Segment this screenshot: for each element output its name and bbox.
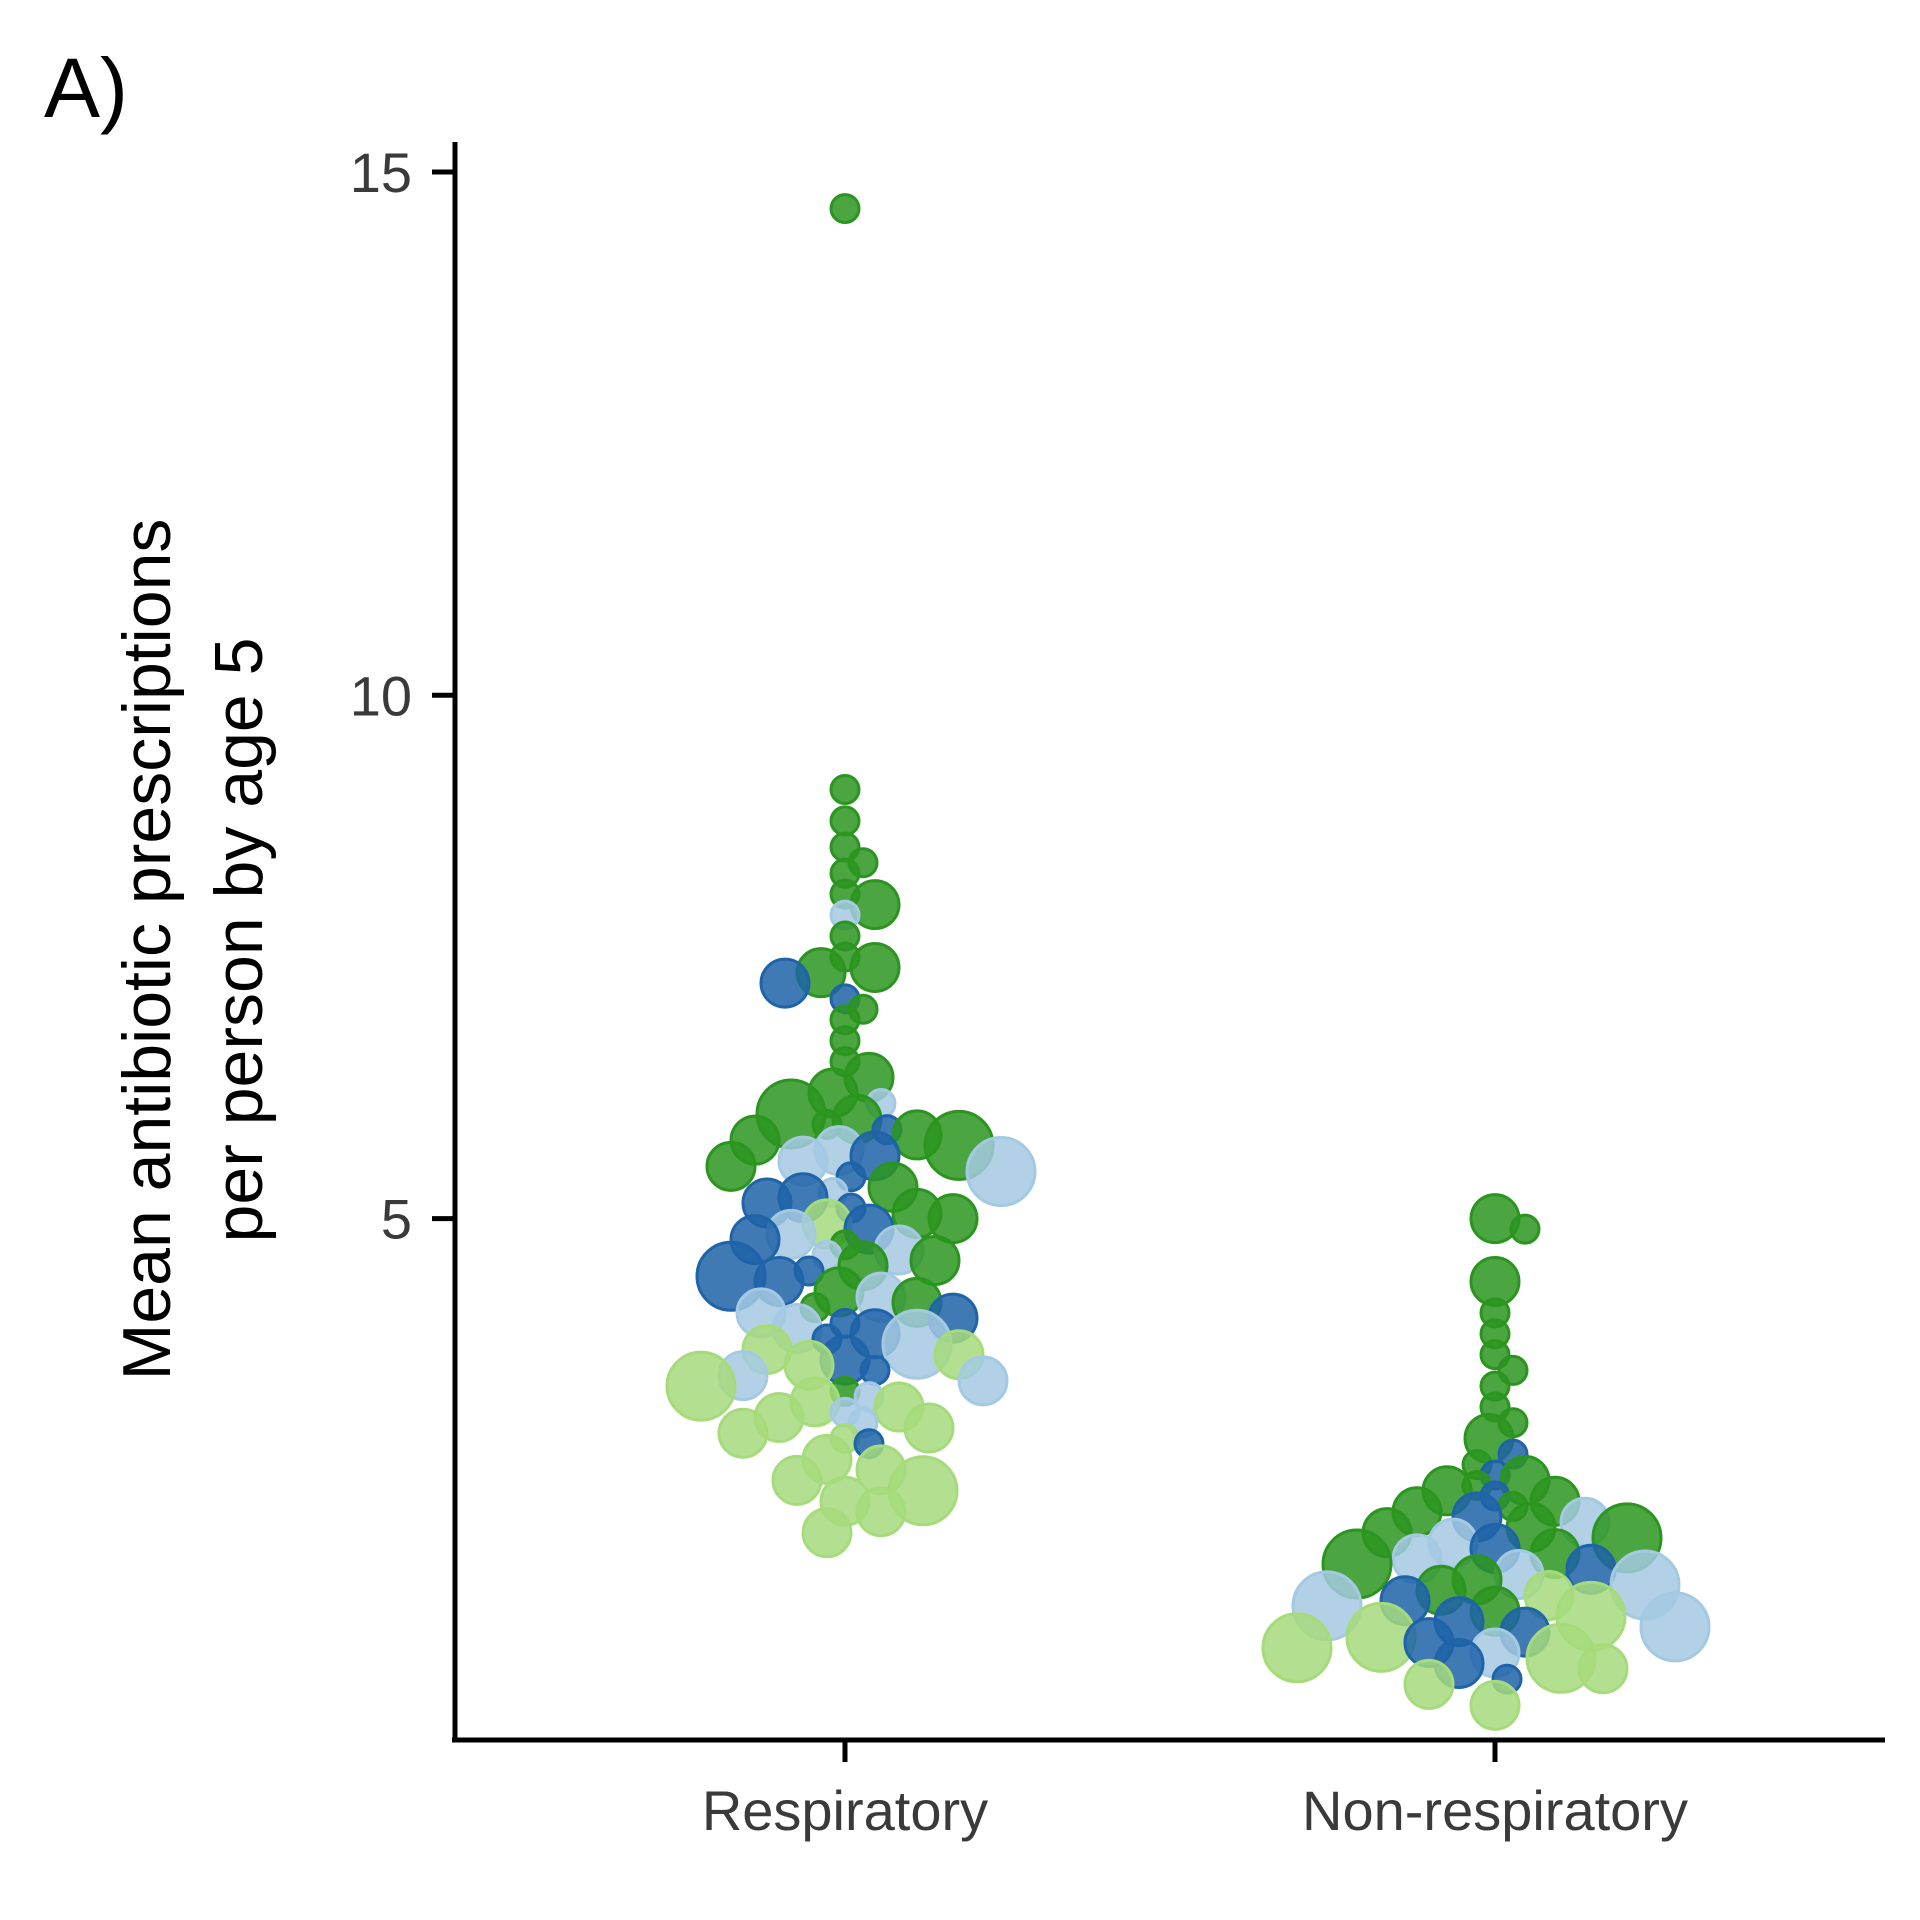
y-tick-label: 10 xyxy=(350,664,412,727)
data-point xyxy=(1639,1591,1711,1663)
data-point xyxy=(965,1136,1037,1208)
data-point xyxy=(759,957,811,1009)
x-tick-label: Non-respiratory xyxy=(1302,1779,1688,1842)
data-point xyxy=(1469,1679,1521,1731)
data-point xyxy=(829,774,861,806)
data-point xyxy=(903,1402,955,1454)
data-point xyxy=(771,1454,823,1506)
y-tick-label: 15 xyxy=(350,141,412,204)
data-point xyxy=(829,193,861,225)
points-layer xyxy=(665,193,1711,1731)
data-point xyxy=(665,1350,737,1422)
y-axis-title-line-1: Mean antibiotic prescriptions xyxy=(109,519,185,1381)
y-axis-title: Mean antibiotic prescriptions per person… xyxy=(109,500,277,1381)
data-point xyxy=(705,1140,757,1192)
y-axis-title-line-2: per person by age 5 xyxy=(201,638,277,1243)
data-point xyxy=(957,1355,1009,1407)
data-point xyxy=(855,1486,907,1538)
data-point xyxy=(859,1354,891,1386)
data-point xyxy=(717,1407,769,1459)
x-ticks: Respiratory Non-respiratory xyxy=(702,1742,1688,1842)
data-point xyxy=(1509,1213,1541,1245)
panel-label: A) xyxy=(44,41,128,135)
data-point xyxy=(1403,1658,1455,1710)
data-point xyxy=(849,941,901,993)
data-point xyxy=(1577,1643,1629,1695)
data-point xyxy=(801,1507,853,1559)
data-point xyxy=(1261,1612,1333,1684)
data-point xyxy=(829,805,861,837)
y-tick-label: 5 xyxy=(381,1188,412,1251)
x-tick-label: Respiratory xyxy=(702,1779,988,1842)
y-ticks: 5 10 15 xyxy=(350,141,455,1251)
